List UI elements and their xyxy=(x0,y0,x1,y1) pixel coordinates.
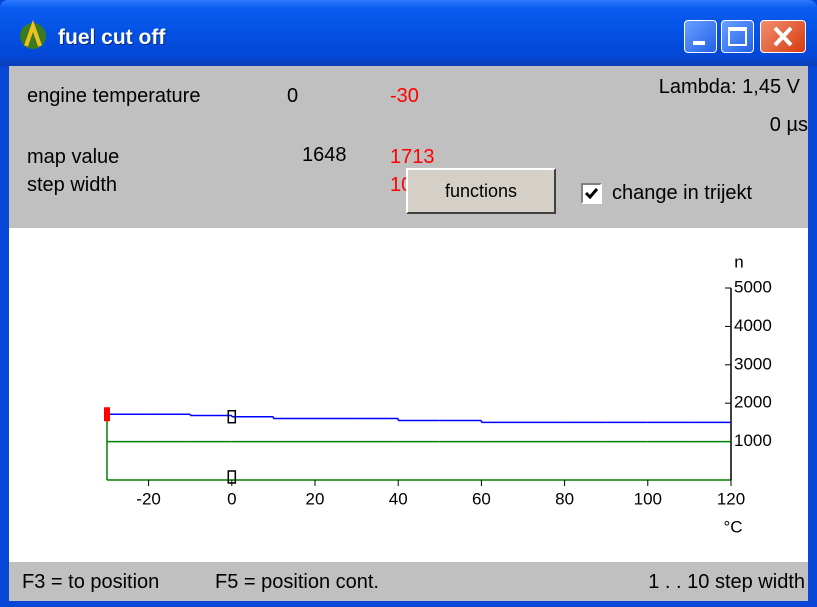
y-tick-label: 3000 xyxy=(734,354,772,373)
client-area: engine temperature 0 -30 Lambda: 1,45 V … xyxy=(9,66,808,601)
target-value: -30 xyxy=(390,85,419,107)
y-axis-label: n xyxy=(734,252,743,271)
window-title: fuel cut off xyxy=(58,26,166,49)
y-tick-label: 5000 xyxy=(734,277,772,296)
x-tick-label: 100 xyxy=(634,489,662,508)
chart: -20 0 20 40 60 80 100 120 1000 2000 3000 4000 5000 n °… xyxy=(9,228,808,562)
label: map value xyxy=(27,146,120,168)
x-tick-label: 40 xyxy=(389,489,408,508)
label: engine temperature xyxy=(27,85,201,107)
check-mark xyxy=(584,188,599,200)
minimize-button[interactable] xyxy=(684,20,717,53)
maximize-button[interactable] xyxy=(721,20,754,53)
x-tick-label: 0 xyxy=(227,489,236,508)
status-text: 1 . . 10 step width xyxy=(648,571,805,593)
target-marker xyxy=(104,407,110,422)
x-axis-label: °C xyxy=(723,517,742,536)
lambda: Lambda: 1,45 V xyxy=(658,76,800,98)
time: 0 µs xyxy=(769,114,808,136)
cursor-base xyxy=(227,470,237,484)
checkbox[interactable] xyxy=(581,183,602,204)
target-value: 1713 xyxy=(390,146,435,168)
title-bar: fuel cut off xyxy=(0,0,817,66)
x-tick-label: 120 xyxy=(717,489,745,508)
value: 0 xyxy=(287,85,299,107)
label: step width xyxy=(27,174,118,196)
value: 1648 xyxy=(302,144,347,166)
app-icon xyxy=(20,20,46,49)
close-button[interactable] xyxy=(760,20,806,53)
x-tick-label: 20 xyxy=(306,489,325,508)
x-tick-label: 60 xyxy=(472,489,491,508)
cursor-marker xyxy=(227,409,237,424)
chart-background xyxy=(9,228,808,562)
status-text: F3 = to position xyxy=(22,571,160,593)
x-tick-label: 80 xyxy=(555,489,574,508)
checkbox-label[interactable]: change in trijekt xyxy=(612,182,753,204)
y-tick-label: 2000 xyxy=(734,393,772,412)
x-tick-label: -20 xyxy=(136,489,161,508)
y-tick-label: 1000 xyxy=(734,431,772,450)
status-text: F5 = position cont. xyxy=(215,571,379,593)
y-tick-label: 4000 xyxy=(734,316,772,335)
functions-button[interactable]: functions xyxy=(406,168,556,214)
